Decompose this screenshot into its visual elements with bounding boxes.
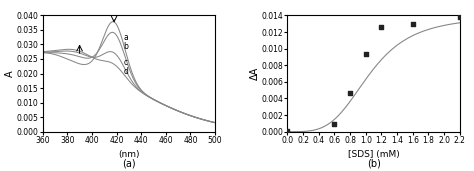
X-axis label: [SDS] (mM): [SDS] (mM) [348, 150, 400, 159]
Point [283, 130, 291, 133]
Point [409, 22, 417, 25]
Point [331, 123, 338, 126]
Y-axis label: A: A [5, 70, 15, 77]
Text: c: c [123, 58, 128, 67]
Point [456, 16, 464, 18]
Text: (a): (a) [122, 159, 136, 169]
Text: a: a [123, 33, 128, 42]
Text: (b): (b) [367, 159, 381, 169]
Point [346, 92, 354, 95]
Point [378, 26, 385, 28]
Text: b: b [123, 42, 128, 51]
Text: d: d [123, 67, 128, 76]
Point [362, 53, 370, 56]
X-axis label: (nm): (nm) [118, 150, 139, 159]
Y-axis label: ΔA: ΔA [250, 67, 260, 80]
